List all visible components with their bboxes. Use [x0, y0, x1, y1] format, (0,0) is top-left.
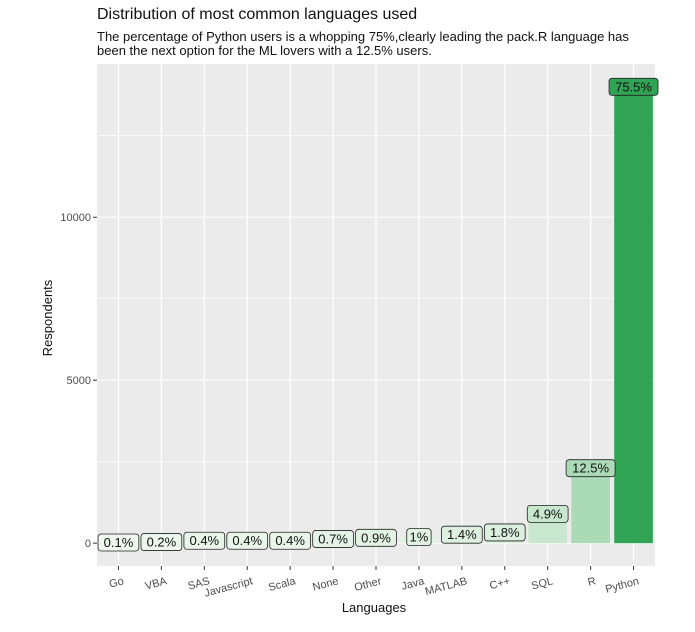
- data-label-box: [441, 525, 483, 544]
- data-label-text: 0.4%: [275, 533, 305, 548]
- data-label-text: 0.2%: [147, 535, 177, 550]
- x-tick-label: VBA: [144, 575, 169, 592]
- data-label: 75.5%: [608, 77, 659, 96]
- data-label-box: [97, 533, 140, 552]
- data-label-box: [406, 528, 432, 547]
- x-tick-label: Other: [353, 575, 383, 594]
- data-label: 0.1%: [97, 533, 140, 552]
- x-tick-label: Scala: [267, 575, 298, 594]
- x-tick-label: C++: [488, 575, 511, 592]
- data-label: 12.5%: [565, 459, 616, 478]
- data-label: 0.4%: [269, 531, 311, 550]
- data-label-text: 0.7%: [318, 531, 348, 546]
- x-tick-label: None: [311, 575, 340, 593]
- data-label: 0.7%: [312, 530, 354, 548]
- x-axis-title: Languages: [342, 600, 407, 615]
- data-label-text: 1.8%: [490, 525, 520, 540]
- x-tick-label: SQL: [530, 575, 554, 592]
- bar-labels: 0.1% 0.2% 0.4% 0.4% 0.4% 0.7% 0.9% 1% 1.4% 1.8% 4.…: [97, 77, 659, 552]
- data-label-box: [269, 531, 311, 550]
- y-tick-label: 0: [85, 538, 91, 550]
- x-tick-label: R: [587, 575, 598, 589]
- x-tick-label: SAS: [187, 575, 211, 592]
- data-label: 0.4%: [183, 531, 226, 550]
- x-tick-label: Python: [604, 575, 640, 595]
- y-tick-label: 10000: [60, 212, 91, 224]
- data-label-box: [183, 531, 226, 550]
- data-label: 0.4%: [226, 531, 269, 550]
- x-tick-label: Javascript: [203, 575, 254, 599]
- chart-subtitle: The percentage of Python users is a whop…: [97, 29, 629, 58]
- bar-r: [571, 468, 610, 544]
- data-label: 1.8%: [483, 523, 526, 542]
- x-tick-label: MATLAB: [424, 575, 469, 598]
- chart-title: Distribution of most common languages us…: [97, 6, 418, 23]
- y-axis-title: Respondents: [40, 279, 55, 356]
- data-label-text: 1%: [410, 530, 429, 545]
- y-axis: 0 5000 10000: [60, 212, 97, 550]
- y-tick-label: 5000: [67, 375, 91, 387]
- data-label-text: 12.5%: [572, 461, 609, 476]
- data-label-box: [312, 530, 354, 548]
- x-tick-label: Go: [108, 575, 125, 590]
- data-label-box: [608, 77, 659, 96]
- data-label: 4.9%: [526, 504, 569, 523]
- data-label-text: 4.9%: [533, 506, 563, 521]
- data-label-text: 0.4%: [232, 533, 262, 548]
- data-label-text: 0.9%: [361, 530, 391, 545]
- data-label-box: [355, 528, 397, 547]
- data-label-text: 1.4%: [447, 527, 477, 542]
- data-label-box: [140, 533, 183, 551]
- data-label: 1.4%: [441, 525, 483, 544]
- data-label-box: [565, 459, 616, 478]
- data-label: 1%: [406, 528, 432, 547]
- data-label: 0.2%: [140, 533, 183, 551]
- data-label-box: [526, 504, 569, 523]
- data-label-text: 75.5%: [615, 79, 652, 94]
- bar-python: [614, 86, 653, 544]
- data-label: 0.9%: [355, 528, 397, 547]
- data-label-text: 0.1%: [104, 535, 134, 550]
- data-label-text: 0.4%: [189, 533, 219, 548]
- data-label-box: [483, 523, 526, 542]
- x-tick-label: Java: [400, 575, 426, 593]
- data-label-box: [226, 531, 269, 550]
